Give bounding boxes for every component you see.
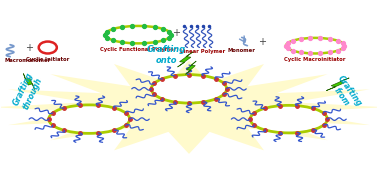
- Text: Cyclic Initiator: Cyclic Initiator: [26, 57, 70, 62]
- Text: Cyclic Functional Polymer: Cyclic Functional Polymer: [100, 47, 177, 52]
- Text: +: +: [172, 28, 180, 38]
- Text: +: +: [259, 37, 266, 47]
- Text: Monomer: Monomer: [228, 48, 256, 53]
- Text: Macromonomer: Macromonomer: [5, 58, 51, 63]
- Ellipse shape: [151, 75, 227, 103]
- Polygon shape: [186, 61, 196, 74]
- Ellipse shape: [286, 38, 344, 53]
- Polygon shape: [23, 73, 34, 90]
- Polygon shape: [178, 52, 193, 67]
- Text: Linear Polymer: Linear Polymer: [180, 49, 225, 54]
- Polygon shape: [0, 60, 378, 154]
- Ellipse shape: [105, 26, 171, 43]
- Text: +: +: [25, 43, 33, 53]
- Text: Grafting
from: Grafting from: [327, 74, 364, 115]
- Ellipse shape: [250, 105, 327, 133]
- Ellipse shape: [49, 105, 130, 133]
- Text: Grafting
through: Grafting through: [11, 71, 44, 112]
- Text: Cyclic Macroinitiator: Cyclic Macroinitiator: [284, 57, 346, 62]
- Polygon shape: [326, 78, 349, 91]
- Text: Grafting
onto: Grafting onto: [147, 45, 186, 65]
